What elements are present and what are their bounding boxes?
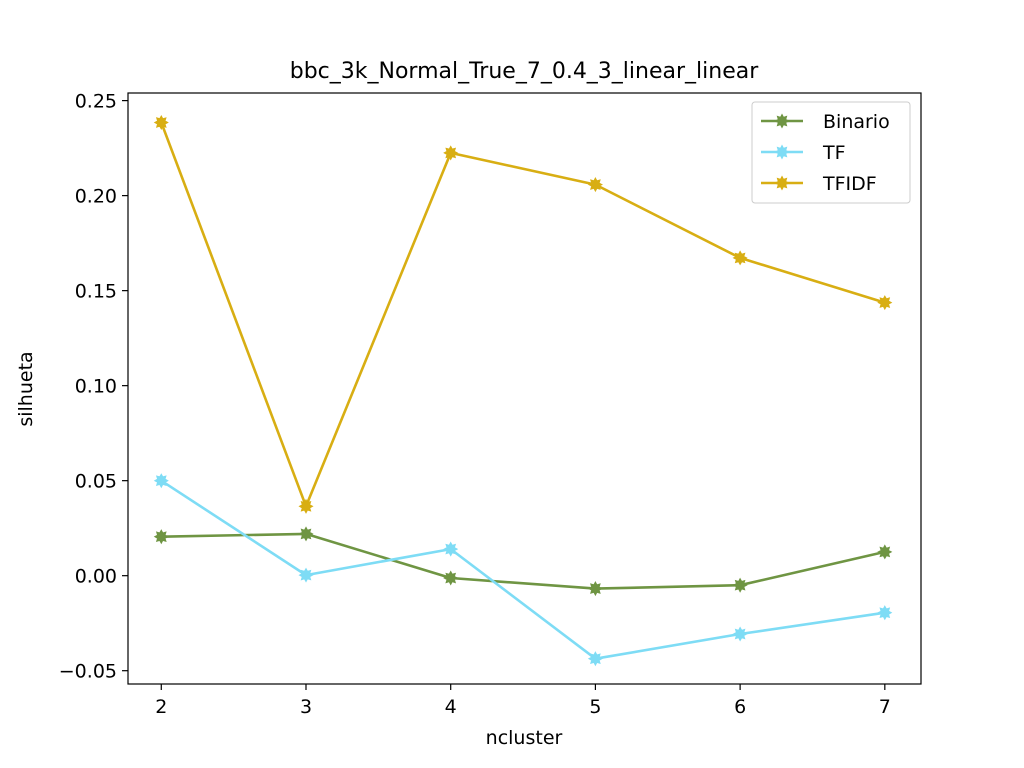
legend-label-binario: Binario xyxy=(823,111,890,133)
x-tick-label: 6 xyxy=(734,696,746,718)
chart-title: bbc_3k_Normal_True_7_0.4_3_linear_linear xyxy=(290,59,759,84)
series-line-binario xyxy=(161,532,886,590)
data-point-tfidf xyxy=(153,114,169,131)
data-point-binario xyxy=(443,570,459,586)
data-point-binario xyxy=(877,544,893,560)
y-tick-label: 0.00 xyxy=(75,566,117,588)
x-tick-label: 3 xyxy=(300,696,312,718)
data-point-binario xyxy=(298,526,314,542)
data-point-tf xyxy=(298,567,314,583)
x-tick-label: 4 xyxy=(445,696,457,718)
series-tf xyxy=(153,473,893,667)
y-axis: −0.05 0.00 0.05 0.10 0.15 0.20 0.25 xyxy=(59,91,128,683)
series-line-tfidf xyxy=(160,122,886,508)
data-point-binario xyxy=(587,581,603,597)
data-point-tfidf xyxy=(298,498,314,514)
data-point-tf xyxy=(153,473,169,489)
x-axis-label: ncluster xyxy=(486,727,563,749)
data-point-tfidf xyxy=(877,295,893,311)
series-line-tf xyxy=(160,479,885,661)
data-point-tf xyxy=(732,626,748,642)
data-point-tf xyxy=(877,605,893,621)
y-tick-label: 0.10 xyxy=(75,376,117,398)
y-tick-label: 0.20 xyxy=(75,186,117,208)
legend: Binario TF TFIDF xyxy=(751,101,911,204)
y-tick-label: 0.15 xyxy=(75,281,117,303)
series-layer xyxy=(153,114,893,667)
y-axis-label: silhueta xyxy=(15,351,37,426)
series-tfidf xyxy=(153,114,893,514)
data-point-binario xyxy=(153,529,169,545)
x-tick-label: 5 xyxy=(589,696,601,718)
legend-marker-binario xyxy=(774,113,790,129)
legend-marker-tf xyxy=(774,144,790,160)
data-point-tfidf xyxy=(732,250,748,266)
data-point-tf xyxy=(587,651,603,667)
y-tick-label: −0.05 xyxy=(59,661,117,683)
legend-label-tf: TF xyxy=(822,142,846,164)
data-point-tfidf xyxy=(587,177,603,193)
y-tick-label: 0.25 xyxy=(75,91,117,113)
data-point-tf xyxy=(443,541,459,557)
data-point-tfidf xyxy=(443,145,459,161)
plot-frame xyxy=(127,92,922,685)
x-axis: 2 3 4 5 6 7 xyxy=(155,684,891,718)
series-binario xyxy=(153,526,893,597)
legend-label-tfidf: TFIDF xyxy=(822,173,877,195)
legend-marker-tfidf xyxy=(774,175,790,191)
x-tick-label: 7 xyxy=(879,696,891,718)
y-tick-label: 0.05 xyxy=(75,471,117,493)
data-point-binario xyxy=(732,577,748,593)
legend-box xyxy=(751,101,911,204)
x-tick-label: 2 xyxy=(155,696,167,718)
